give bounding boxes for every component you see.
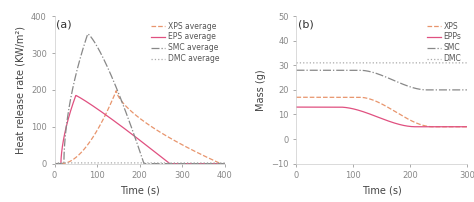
DMC average — [209, 162, 214, 164]
XPS — [461, 125, 466, 128]
EPS average — [52, 162, 57, 165]
SMC — [293, 69, 299, 72]
DMC average — [175, 162, 181, 164]
DMC average — [133, 162, 138, 164]
SMC — [313, 69, 319, 72]
EPS average — [175, 162, 181, 165]
SMC average — [52, 162, 57, 165]
SMC average — [125, 115, 130, 118]
XPS — [442, 125, 448, 128]
DMC average — [123, 162, 129, 164]
EPS average — [209, 162, 214, 165]
XPS — [323, 96, 329, 99]
XPS — [293, 96, 299, 99]
XPS average — [217, 162, 223, 164]
EPS average — [222, 162, 228, 165]
XPS — [366, 98, 372, 100]
DMC — [323, 62, 329, 64]
DMC — [359, 62, 365, 64]
Line: EPS average: EPS average — [55, 95, 225, 164]
Legend: XPS, EPPs, SMC, DMC: XPS, EPPs, SMC, DMC — [425, 20, 463, 65]
XPS average — [125, 106, 130, 109]
Line: XPS average: XPS average — [55, 91, 225, 164]
DMC — [366, 62, 372, 64]
EPPs — [464, 125, 470, 128]
Y-axis label: Mass (g): Mass (g) — [256, 69, 266, 111]
Legend: XPS average, EPS average, SMC average, DMC average: XPS average, EPS average, SMC average, D… — [150, 20, 221, 65]
XPS average — [113, 89, 119, 92]
Line: SMC: SMC — [296, 70, 467, 90]
SMC average — [85, 33, 91, 35]
SMC average — [222, 162, 228, 165]
EPPs — [413, 125, 419, 128]
SMC average — [123, 112, 129, 114]
SMC — [359, 69, 365, 72]
DMC — [461, 62, 466, 64]
XPS average — [52, 162, 57, 165]
X-axis label: Time (s): Time (s) — [362, 186, 401, 196]
EPPs — [461, 125, 466, 128]
XPS average — [123, 105, 129, 108]
Text: (a): (a) — [56, 19, 72, 29]
SMC — [366, 70, 372, 73]
EPPs — [359, 110, 365, 113]
X-axis label: Time (s): Time (s) — [120, 186, 160, 196]
EPS average — [73, 94, 79, 97]
EPPs — [313, 106, 319, 108]
SMC — [461, 89, 466, 91]
EPS average — [123, 129, 129, 131]
SMC average — [133, 138, 138, 140]
DMC — [464, 62, 470, 64]
EPS average — [217, 162, 223, 165]
Line: EPPs: EPPs — [296, 107, 467, 127]
EPPs — [293, 106, 299, 108]
Line: SMC average: SMC average — [55, 34, 225, 164]
XPS — [430, 125, 436, 128]
EPS average — [125, 130, 130, 132]
SMC — [323, 69, 329, 72]
Line: XPS: XPS — [296, 97, 467, 127]
DMC average — [125, 162, 130, 164]
SMC — [442, 89, 448, 91]
SMC average — [217, 162, 223, 165]
SMC average — [175, 162, 181, 165]
DMC — [293, 62, 299, 64]
XPS average — [222, 162, 228, 165]
Text: (b): (b) — [298, 19, 314, 29]
XPS — [464, 125, 470, 128]
DMC average — [52, 162, 57, 164]
XPS average — [209, 158, 214, 160]
EPS average — [133, 136, 138, 138]
Y-axis label: Heat release rate (KW/m²): Heat release rate (KW/m²) — [16, 26, 26, 154]
EPPs — [323, 106, 329, 108]
XPS average — [175, 141, 181, 144]
XPS — [313, 96, 319, 99]
EPPs — [442, 125, 448, 128]
DMC — [442, 62, 448, 64]
SMC — [424, 89, 430, 91]
XPS average — [133, 114, 138, 116]
SMC average — [209, 162, 214, 165]
DMC average — [217, 162, 222, 164]
SMC — [464, 89, 470, 91]
DMC — [313, 62, 319, 64]
EPPs — [366, 113, 372, 115]
DMC average — [222, 162, 228, 164]
XPS — [359, 96, 365, 99]
